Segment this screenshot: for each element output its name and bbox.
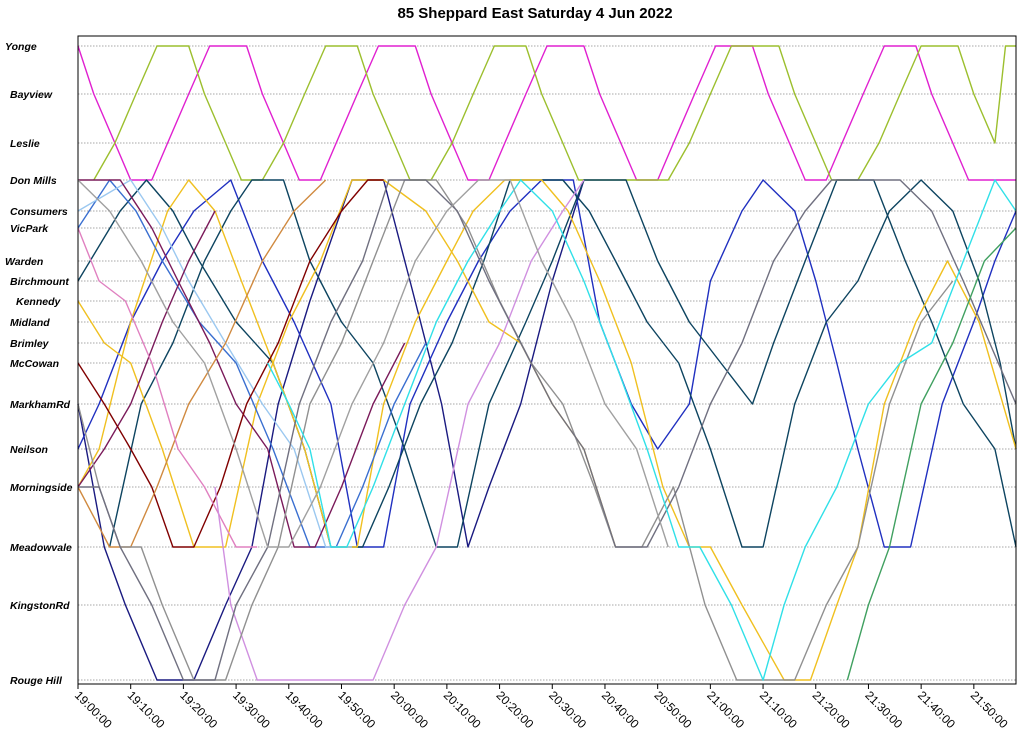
stop-label-markhamrd: MarkhamRd (10, 399, 71, 411)
stop-label-bayview: Bayview (10, 89, 53, 101)
trip-line-3 (77, 179, 585, 681)
x-tick-label: 19:30:00 (230, 688, 273, 731)
stop-labels: Yonge Bayview Leslie Don Mills Consumers VicP… (5, 41, 73, 687)
x-tick-label: 21:00:00 (704, 688, 747, 731)
x-tick-label: 19:10:00 (125, 688, 168, 731)
stop-label-kingstonrd: KingstonRd (10, 600, 70, 612)
trip-line-17 (77, 179, 954, 681)
x-tick-label: 19:40:00 (283, 688, 326, 731)
stop-label-leslie: Leslie (10, 138, 40, 150)
x-tick-label: 19:00:00 (72, 688, 115, 731)
stop-label-warden: Warden (5, 256, 43, 268)
trip-line-18 (78, 179, 1017, 681)
x-tick-label: 20:20:00 (493, 688, 536, 731)
trip-lines (77, 45, 1017, 681)
trip-line-12 (77, 210, 216, 488)
stop-label-mccowan: McCowan (10, 358, 59, 370)
trip-line-13 (77, 179, 384, 548)
stop-label-rouge-hill: Rouge Hill (10, 675, 63, 687)
x-tick-label: 21:40:00 (915, 688, 958, 731)
stop-label-yonge: Yonge (5, 41, 37, 53)
x-tick-label: 21:10:00 (757, 688, 800, 731)
x-tick-label: 19:50:00 (335, 688, 378, 731)
stop-label-brimley: Brimley (10, 338, 50, 350)
time-axis: 19:00:00 19:10:00 19:20:00 19:30:00 19:40:00… (72, 684, 1011, 731)
trip-line-11 (78, 179, 406, 548)
x-tick-label: 20:10:00 (441, 688, 484, 731)
chart-title: 85 Sheppard East Saturday 4 Jun 2022 (397, 5, 672, 22)
x-tick-label: 19:20:00 (177, 688, 220, 731)
x-tick-label: 21:30:00 (862, 688, 905, 731)
trip-line-19 (267, 179, 1017, 681)
trip-line-1 (77, 45, 1016, 181)
stop-gridlines (78, 45, 1016, 681)
stop-label-kennedy: Kennedy (16, 296, 62, 308)
trip-line-20 (846, 227, 1017, 681)
x-tick-label: 21:50:00 (968, 688, 1011, 731)
stop-label-vicpark: VicPark (10, 223, 49, 235)
stop-label-meadowvale: Meadowvale (10, 542, 72, 554)
trip-line-21 (77, 179, 669, 548)
stop-label-consumers: Consumers (10, 206, 68, 218)
trip-line-2 (93, 45, 1016, 181)
trip-line-7 (77, 179, 1017, 681)
stop-label-midland: Midland (10, 317, 50, 329)
trip-line-5 (77, 179, 1017, 548)
stop-label-neilson: Neilson (10, 444, 48, 456)
x-tick-label: 20:40:00 (599, 688, 642, 731)
trip-line-14 (77, 179, 327, 548)
x-tick-label: 20:30:00 (546, 688, 589, 731)
trip-line-15 (77, 227, 258, 548)
stop-label-morningside: Morningside (10, 482, 73, 494)
plot-frame (77, 35, 1017, 685)
x-tick-label: 20:00:00 (388, 688, 431, 731)
trip-line-16 (214, 179, 585, 681)
trip-line-9 (77, 179, 427, 548)
x-tick-label: 20:50:00 (652, 688, 695, 731)
x-tick-label: 21:20:00 (810, 688, 853, 731)
stop-label-don-mills: Don Mills (10, 175, 57, 187)
stop-label-birchmount: Birchmount (10, 276, 69, 288)
